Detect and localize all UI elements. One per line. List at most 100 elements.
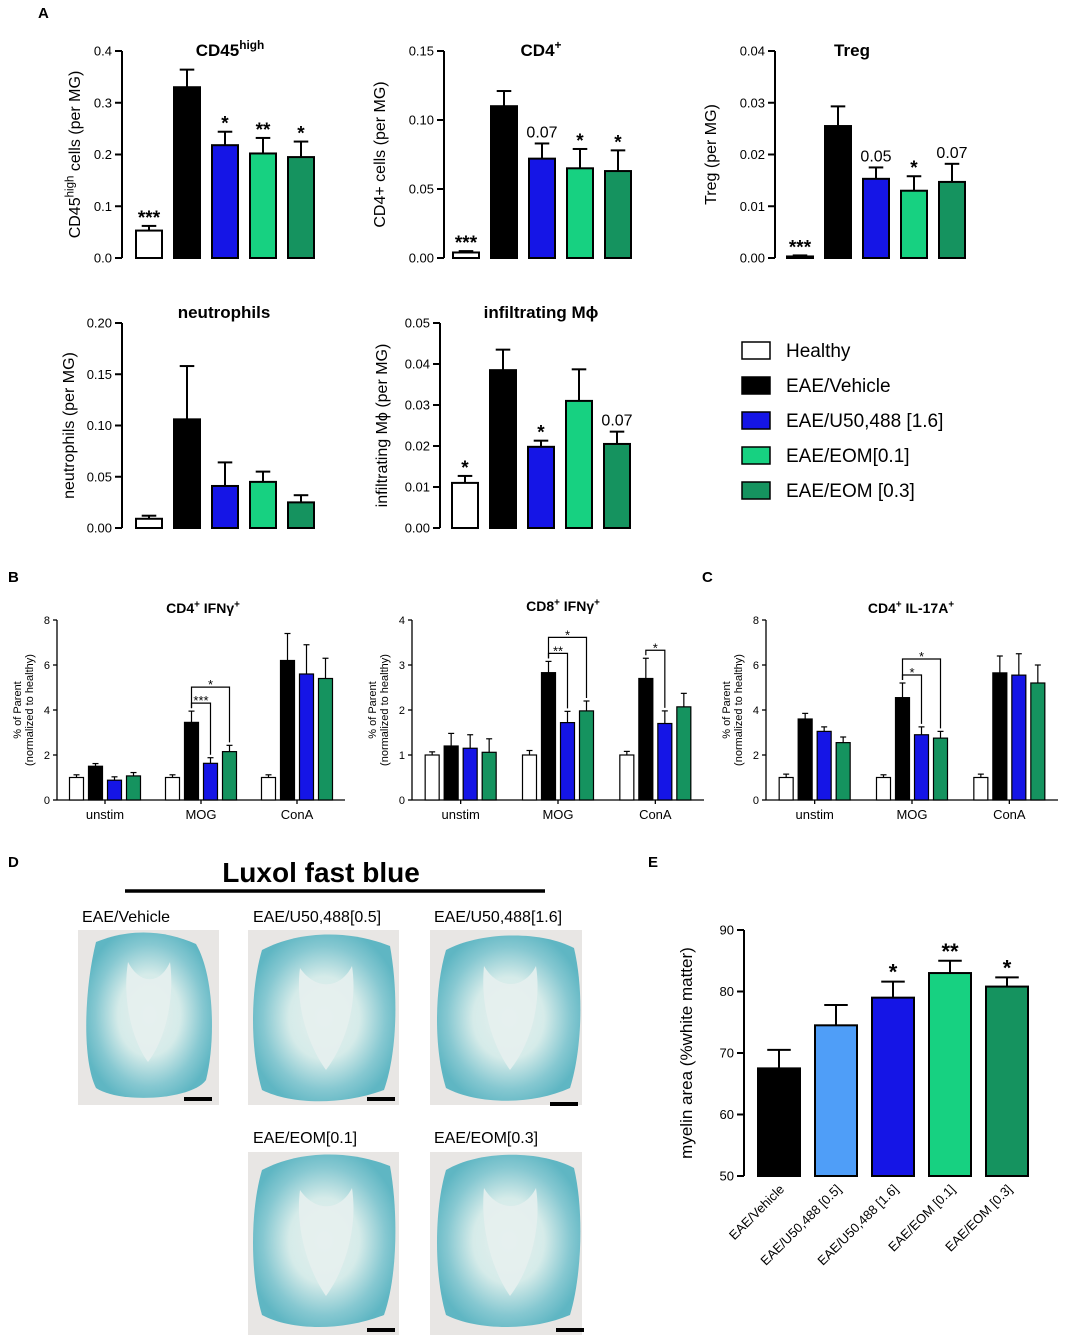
bar [835,742,851,801]
bar [87,765,104,801]
y-axis-label-sub: (normalized to healthy) [24,654,36,766]
y-axis-label: neutrophils (per MG) [61,352,78,499]
bar [125,775,142,801]
bar [249,480,277,529]
bar [279,659,296,801]
bar [521,754,538,801]
bar-annotation: *** [138,208,161,229]
y-tick-label: 0.01 [405,480,430,495]
bar [875,776,892,801]
legend-swatch-vehicle [741,376,771,395]
significance-label: * [919,649,924,664]
significance-bracket [190,686,231,743]
histology-label-vehicle: EAE/Vehicle [82,909,170,926]
bar-annotation: * [1003,955,1012,980]
y-tick-label: 0.2 [94,147,112,162]
y-tick-label: 0.05 [405,316,430,331]
bar [106,779,123,801]
chart-title: Treg [834,41,870,60]
y-tick-label: 0.04 [740,44,765,59]
histology-title: Luxol fast blue [222,857,420,888]
legend-item: EAE/EOM [0.3] [741,481,915,502]
chart-title: CD4+ [521,38,562,60]
chart-infiltrating-macrophages: 0.00 0.01 0.02 0.03 0.04 0.05 infiltrating Mϕ i… [374,303,633,536]
bar [249,152,277,259]
bar-annotation: * [297,124,305,145]
chart-cd4: 0.00 0.05 0.10 0.15 CD4+ CD4+ cells (per MG) *… [372,38,632,266]
y-axis-label: CD45high cells (per MG) [65,71,84,239]
histology-image-u50-05 [248,930,399,1105]
bar [298,673,315,801]
significance-label: ** [553,643,563,658]
y-tick-label: 0.04 [405,357,430,372]
chart-cd4-ifng: 0 2 4 6 8 CD4+ IFNγ+ % of Parent (normalized to… [12,599,345,822]
bar [932,737,949,801]
y-tick-label: 0 [44,795,50,807]
histology-label-u50-05: EAE/U50,488[0.5] [253,909,381,926]
legend-item: Healthy [741,341,851,362]
y-tick-label: 2 [753,750,759,762]
y-tick-label: 0.15 [87,367,112,382]
y-tick-label: 0.4 [94,44,112,59]
y-tick-label: 0.00 [409,251,434,266]
y-tick-label: 0.15 [409,44,434,59]
legend-swatch-healthy [741,341,771,360]
bar-annotation: 0.07 [936,145,967,162]
y-axis-label: CD4+ cells (per MG) [372,81,389,227]
scale-bar [367,1097,395,1101]
chart-cd8-ifng: 0 1 2 3 4 CD8+ IFNγ+ % of Parent (normalized to… [367,597,704,822]
x-tick-label: unstim [796,807,834,822]
chart-cd4-il17a: 0 2 4 6 8 CD4+ IL-17A+ % of Parent (normalized … [721,599,1058,822]
bar [481,751,497,801]
y-tick-label: 1 [399,750,405,762]
bar [778,776,794,801]
y-tick-label: 70 [720,1046,734,1061]
y-axis-label-sub: (normalized to healthy) [379,654,391,766]
scale-bar [556,1328,584,1332]
bar [540,672,557,801]
y-axis-label: Treg (per MG) [703,104,720,205]
bar [135,517,163,530]
y-axis-label-sub: (normalized to healthy) [733,654,745,766]
significance-bracket [901,658,942,729]
legend-swatch-eom-03 [741,481,771,500]
bar [578,710,595,801]
bar [619,754,635,801]
bar-annotation: * [576,131,584,152]
bar [489,369,517,529]
legend-label-eom-03: EAE/EOM [0.3] [786,481,915,502]
histology-label-eom-01: EAE/EOM[0.1] [253,1130,357,1147]
chart-title: CD4+ IL-17A+ [868,599,954,616]
y-tick-label: 0.10 [87,418,112,433]
y-tick-label: 2 [399,705,405,717]
bar-annotation: * [889,960,898,985]
bar [816,730,832,801]
y-axis-label: myelin area (%white matter) [677,947,696,1159]
histology-label-eom-03: EAE/EOM[0.3] [434,1130,538,1147]
legend-swatch-eom-01 [741,446,771,465]
y-tick-label: 0.0 [94,251,112,266]
significance-bracket [645,649,666,708]
y-tick-label: 0.05 [87,469,112,484]
chart-title: CD8+ IFNγ+ [526,597,600,614]
y-tick-label: 0.01 [740,199,765,214]
bar [871,996,915,1178]
significance-bracket [547,652,569,709]
chart-neutrophils: 0.00 0.05 0.10 0.15 0.20 neutrophils neutrophi… [61,303,315,536]
bar-annotation: ** [256,120,271,141]
bar-annotation: 0.07 [526,124,557,141]
y-tick-label: 0.1 [94,199,112,214]
bar-annotation: *** [455,233,478,254]
bar [443,745,459,801]
y-tick-label: 0.10 [409,113,434,128]
histology-image-eom-03 [430,1152,584,1335]
bar [985,985,1029,1178]
panel-label-a: A [38,5,49,22]
significance-bracket [190,702,212,755]
significance-label: * [208,677,213,692]
bar [260,776,277,801]
significance-label: *** [193,693,208,708]
chart-title: CD4+ IFNγ+ [166,599,240,616]
panel-label-c: C [702,569,713,586]
